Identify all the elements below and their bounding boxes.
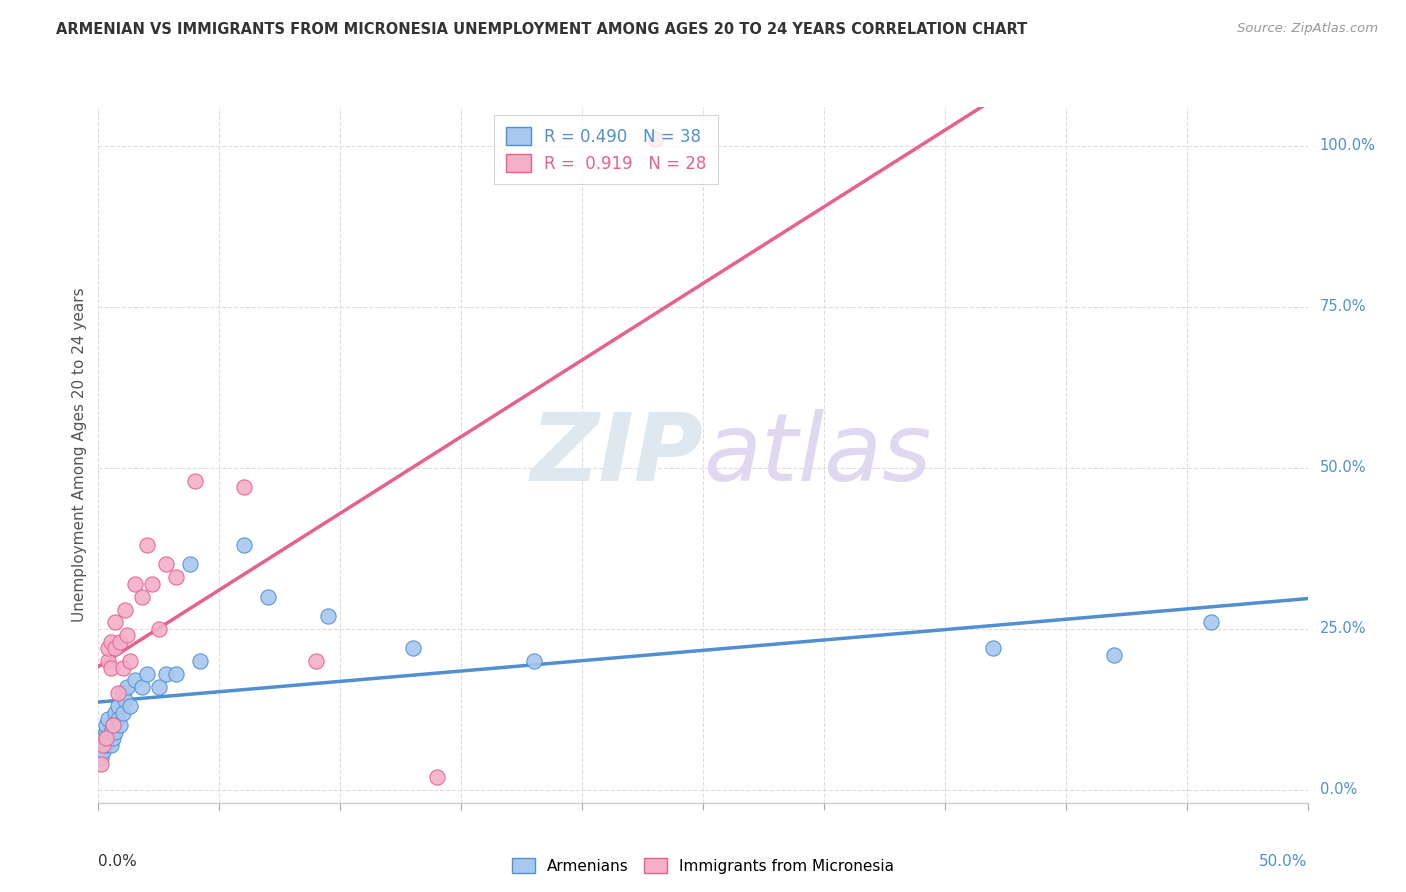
Point [97,712,120,726]
Y-axis label: Unemployment Among Ages 20 to 24 years: Unemployment Among Ages 20 to 24 years [72,287,87,623]
Point [90,757,112,772]
Point [148,622,170,636]
Text: ARMENIAN VS IMMIGRANTS FROM MICRONESIA UNEMPLOYMENT AMONG AGES 20 TO 24 YEARS CO: ARMENIAN VS IMMIGRANTS FROM MICRONESIA U… [56,22,1028,37]
Point [117,628,139,642]
Point [117,680,139,694]
Point [104,725,127,739]
Point [94,731,117,746]
Point [100,634,122,648]
Point [148,680,170,694]
Point [101,718,124,732]
Text: 50.0%: 50.0% [1260,855,1308,870]
Point [94,718,117,732]
Point [100,660,122,674]
Point [91,738,114,752]
Text: Source: ZipAtlas.com: Source: ZipAtlas.com [1237,22,1378,36]
Text: ZIP: ZIP [530,409,703,501]
Point [124,673,146,688]
Point [1199,615,1222,630]
Point [316,609,339,624]
Point [644,132,666,146]
Point [165,570,187,584]
Point [104,706,127,720]
Point [107,712,129,726]
Point [1102,648,1125,662]
Text: 50.0%: 50.0% [1320,460,1367,475]
Point [111,686,134,700]
Point [97,641,120,656]
Point [131,680,153,694]
Point [100,725,122,739]
Point [232,480,254,494]
Text: 25.0%: 25.0% [1320,622,1367,636]
Point [131,590,153,604]
Point [426,770,449,784]
Text: 0.0%: 0.0% [98,855,138,870]
Text: 100.0%: 100.0% [1320,138,1375,153]
Point [108,718,131,732]
Legend: R = 0.490   N = 38, R =  0.919   N = 28: R = 0.490 N = 38, R = 0.919 N = 28 [495,115,718,185]
Point [91,744,114,758]
Point [305,654,328,668]
Point [97,731,120,746]
Point [523,654,546,668]
Point [141,576,163,591]
Text: 0.0%: 0.0% [1320,782,1357,797]
Point [94,738,117,752]
Point [114,692,136,706]
Point [91,731,114,746]
Point [94,725,117,739]
Point [179,558,201,572]
Point [101,731,124,746]
Point [155,558,177,572]
Point [135,667,157,681]
Point [184,474,207,488]
Point [135,538,157,552]
Point [100,738,122,752]
Point [90,750,112,764]
Point [118,699,141,714]
Text: atlas: atlas [703,409,931,500]
Point [111,706,134,720]
Text: 75.0%: 75.0% [1320,299,1367,314]
Point [981,641,1004,656]
Point [188,654,211,668]
Point [107,686,129,700]
Point [104,641,127,656]
Point [114,602,136,616]
Point [256,590,278,604]
Point [97,654,120,668]
Point [402,641,425,656]
Point [165,667,187,681]
Point [118,654,141,668]
Point [107,699,129,714]
Point [108,634,131,648]
Point [111,660,134,674]
Point [104,615,127,630]
Legend: Armenians, Immigrants from Micronesia: Armenians, Immigrants from Micronesia [506,852,900,880]
Point [155,667,177,681]
Point [232,538,254,552]
Point [124,576,146,591]
Point [101,718,124,732]
